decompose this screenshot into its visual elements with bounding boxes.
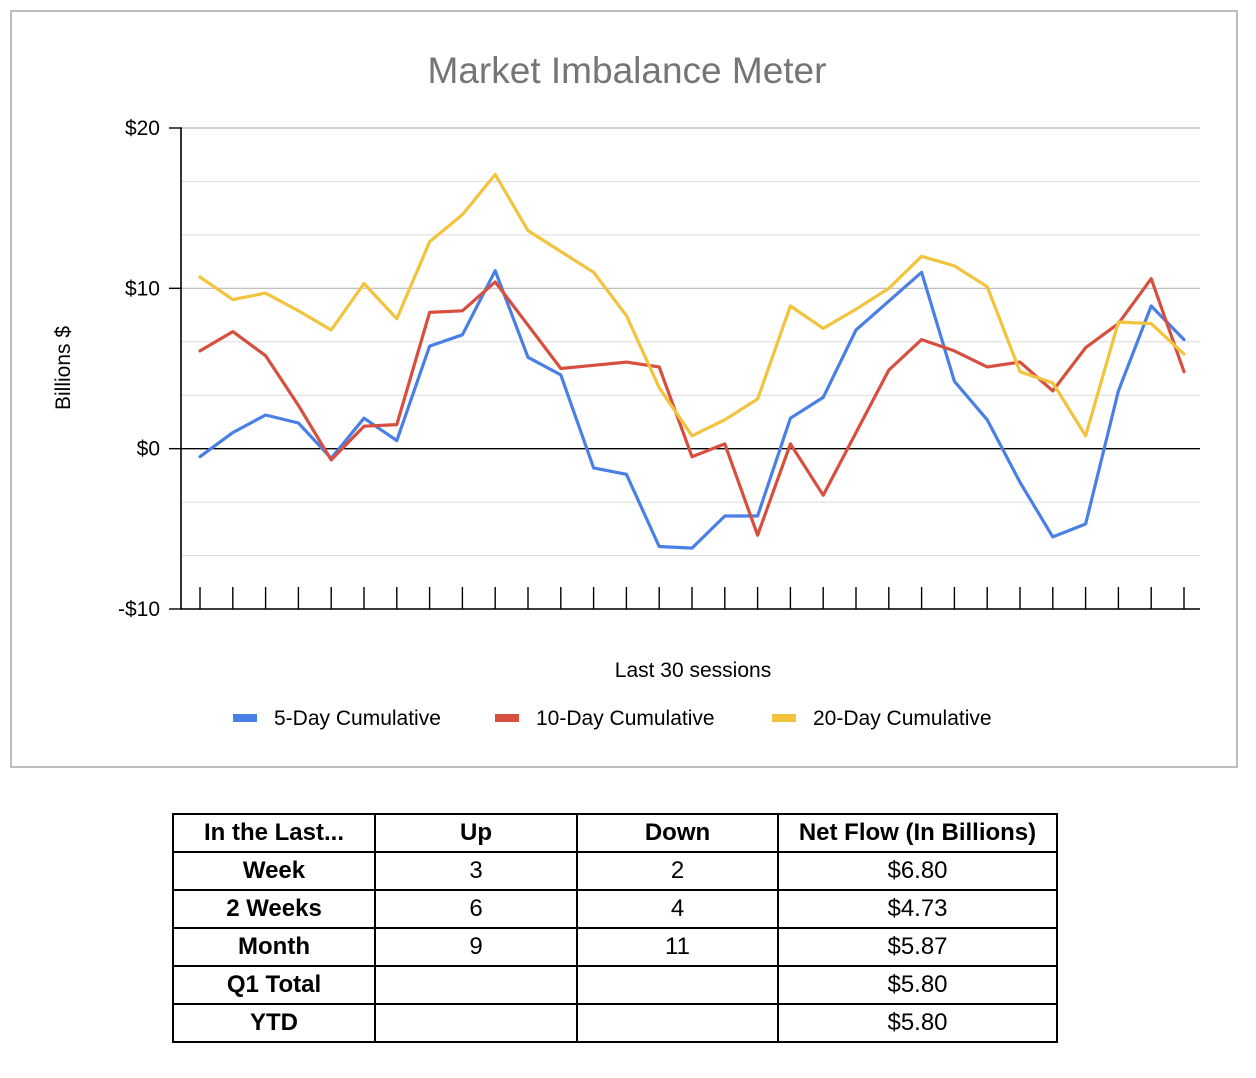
gridlines	[181, 127, 1200, 610]
chart-container: Market Imbalance Meter -$10 $0 $10 $20 Bill…	[10, 10, 1238, 768]
row-label: Q1 Total	[172, 965, 376, 1005]
series-line-3	[198, 172, 1186, 438]
row-label: YTD	[172, 1003, 376, 1043]
table-header-row: In the Last... Up Down Net Flow (In Bill…	[172, 813, 1058, 853]
legend-label: 5-Day Cumulative	[274, 707, 441, 730]
row-label: 2 Weeks	[172, 889, 376, 929]
y-tick-label: -$10	[118, 598, 160, 621]
series-line-1	[198, 269, 1186, 550]
y-tick-label: $20	[125, 117, 160, 140]
legend-label: 20-Day Cumulative	[813, 707, 992, 730]
table-cell: $5.87	[777, 927, 1058, 967]
legend-label: 10-Day Cumulative	[536, 707, 715, 730]
table-cell	[374, 965, 578, 1005]
table-cell: 11	[576, 927, 779, 967]
x-axis-label: Last 30 sessions	[615, 659, 771, 682]
table-cell: 4	[576, 889, 779, 929]
legend-swatch	[772, 714, 796, 722]
row-label: Week	[172, 851, 376, 891]
line-chart: Market Imbalance Meter -$10 $0 $10 $20 Bill…	[52, 50, 1200, 730]
axes: -$10 $0 $10 $20	[118, 117, 1200, 621]
column-header: In the Last...	[172, 813, 376, 853]
table-cell: $5.80	[777, 965, 1058, 1005]
table-cell: 9	[374, 927, 578, 967]
table-cell	[374, 1003, 578, 1043]
column-header: Down	[576, 813, 779, 853]
series-line-2	[198, 277, 1186, 537]
table-row: Q1 Total $5.80	[172, 965, 1058, 1005]
table-cell: 3	[374, 851, 578, 891]
table-cell: $4.73	[777, 889, 1058, 929]
table-cell: 6	[374, 889, 578, 929]
legend-swatch	[495, 714, 519, 722]
column-header: Up	[374, 813, 578, 853]
y-axis-label: Billions $	[52, 326, 75, 410]
table-row: YTD $5.80	[172, 1003, 1058, 1043]
column-header: Net Flow (In Billions)	[777, 813, 1058, 853]
y-tick-label: $10	[125, 277, 160, 300]
chart-title: Market Imbalance Meter	[428, 50, 827, 91]
table-cell: $5.80	[777, 1003, 1058, 1043]
table-cell	[576, 1003, 779, 1043]
legend: 5-Day Cumulative 10-Day Cumulative 20-Day …	[233, 707, 992, 730]
table-cell	[576, 965, 779, 1005]
table-cell: $6.80	[777, 851, 1058, 891]
table-cell: 2	[576, 851, 779, 891]
legend-swatch	[233, 714, 257, 722]
table-row: Week 3 2 $6.80	[172, 851, 1058, 891]
net-flow-table: In the Last... Up Down Net Flow (In Bill…	[172, 813, 1058, 1043]
row-label: Month	[172, 927, 376, 967]
table-row: 2 Weeks 6 4 $4.73	[172, 889, 1058, 929]
series-lines	[198, 172, 1186, 550]
y-tick-label: $0	[137, 438, 160, 461]
table-row: Month 9 11 $5.87	[172, 927, 1058, 967]
